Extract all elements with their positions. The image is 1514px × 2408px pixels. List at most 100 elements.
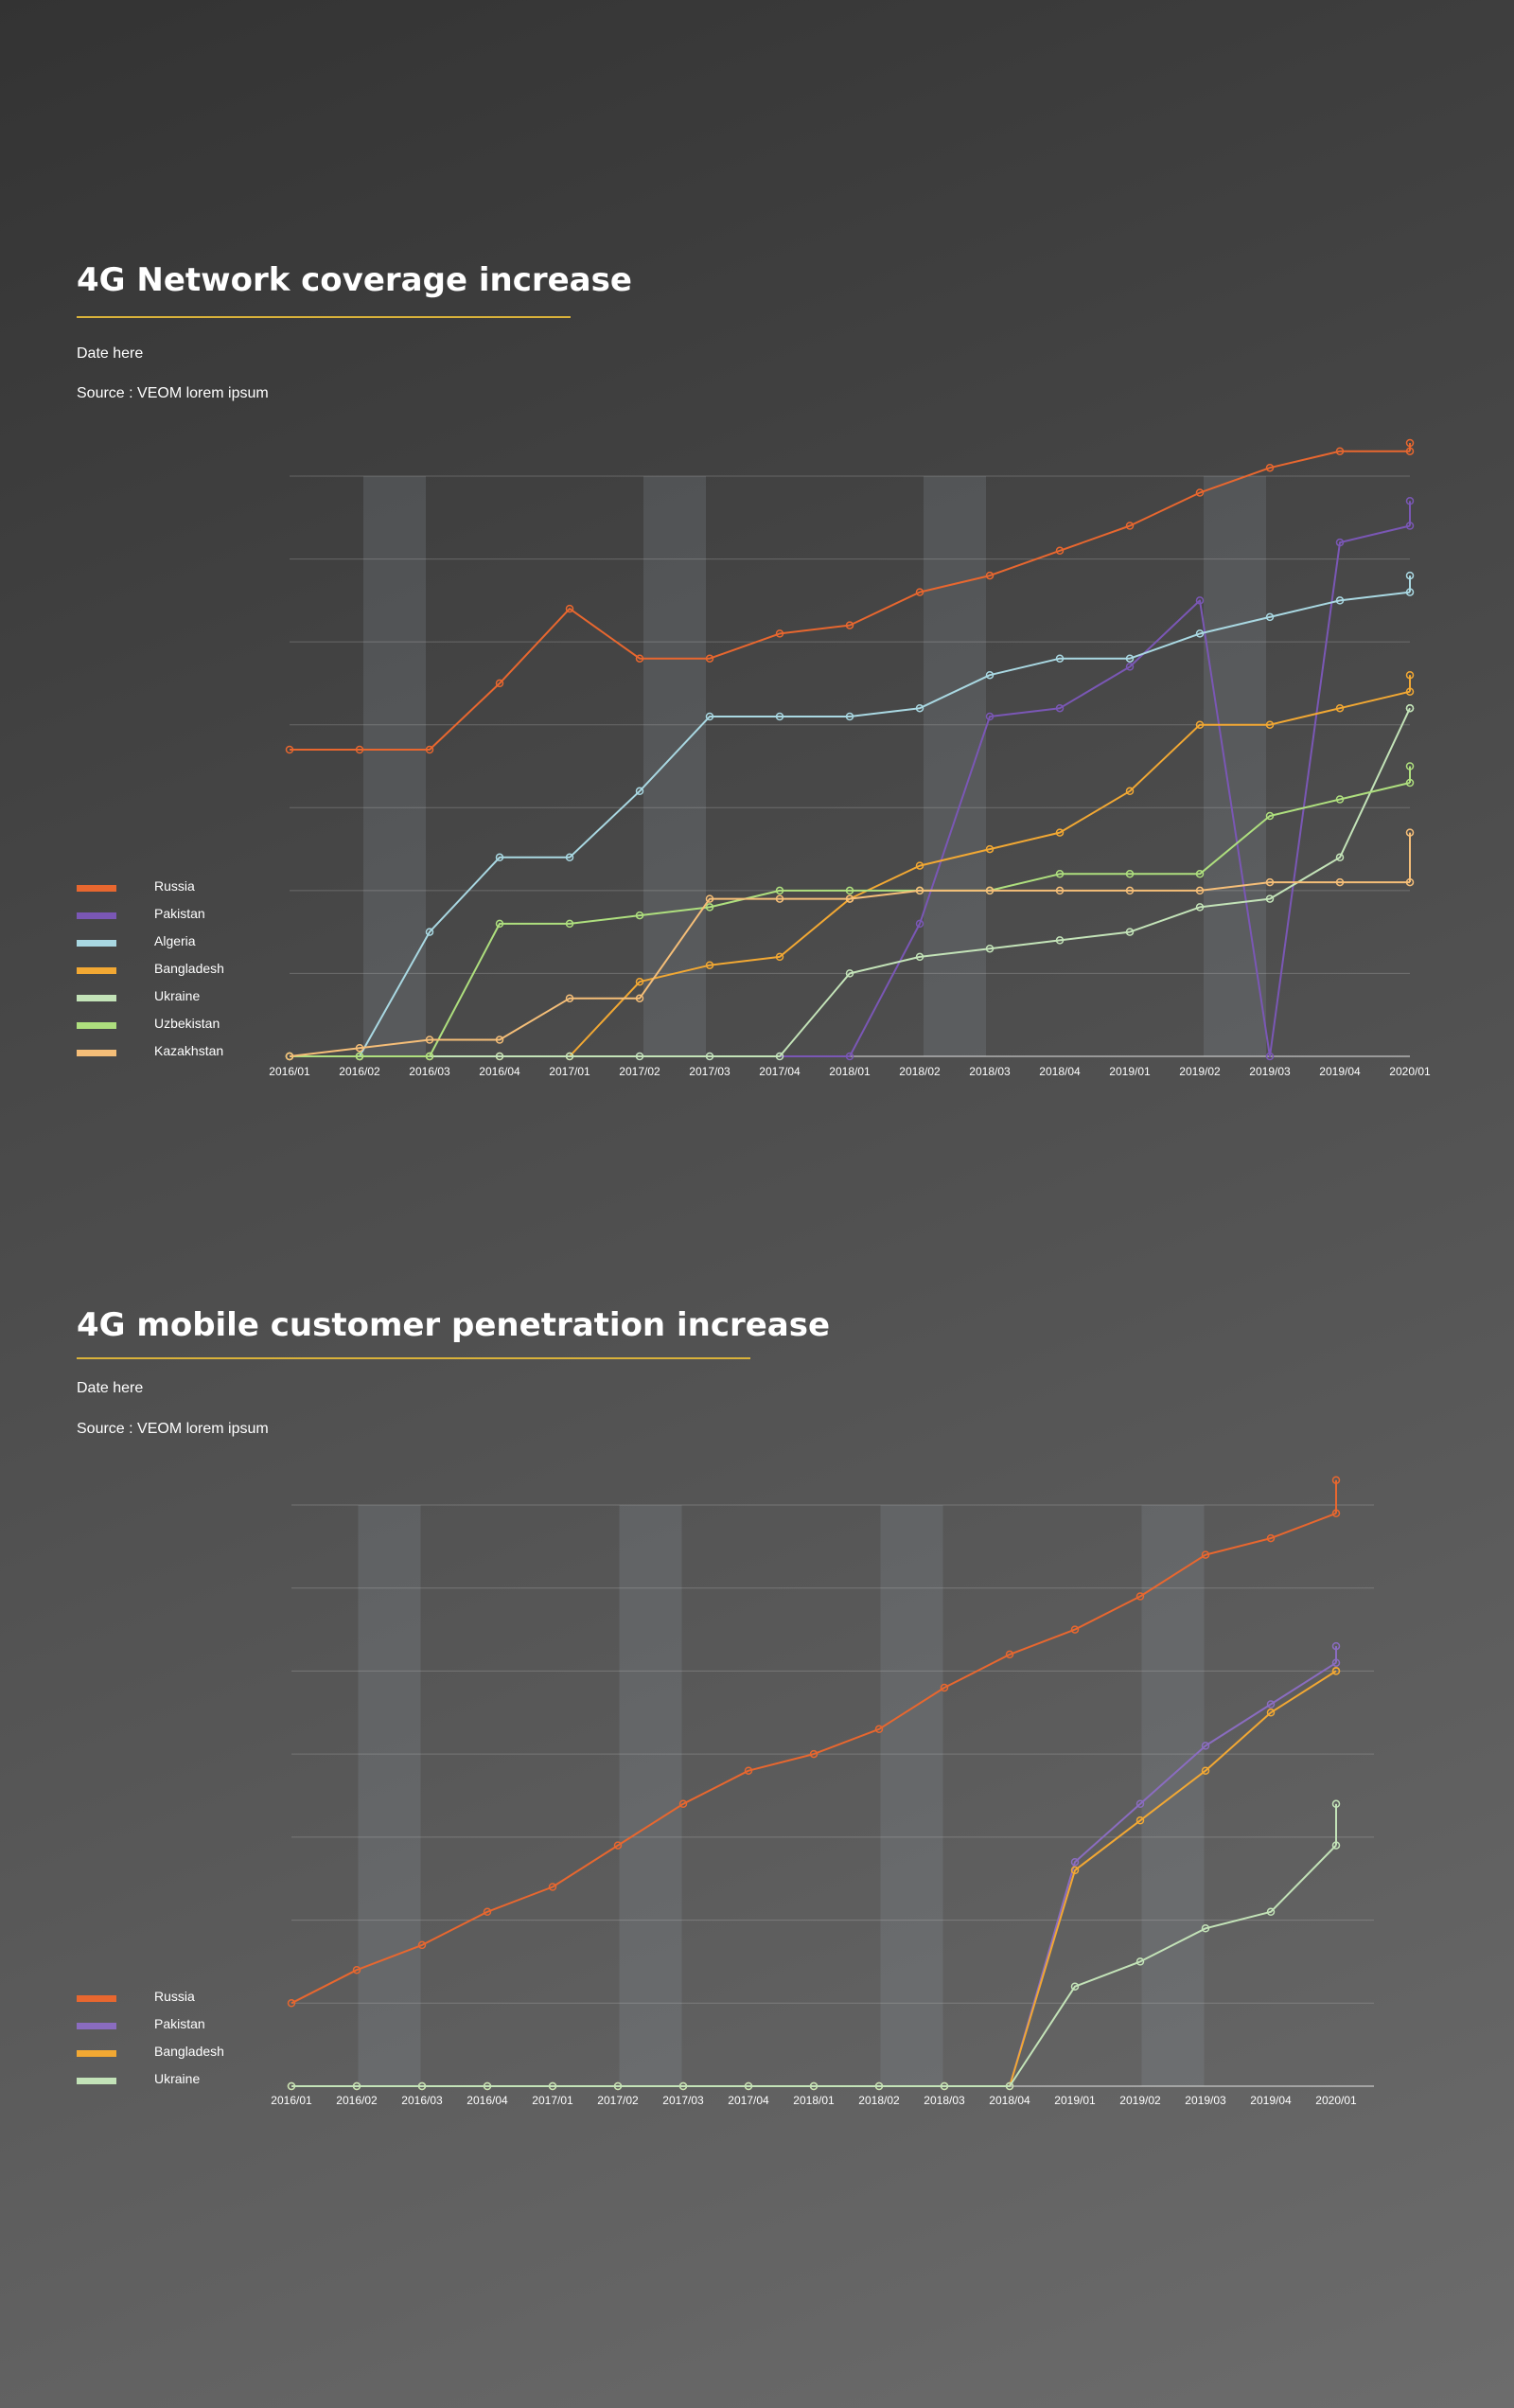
data-point [940,1683,949,1692]
legend-label: Pakistan [154,2016,205,2031]
data-point [1201,1924,1210,1933]
data-point [1055,546,1065,556]
legend-swatch [77,995,116,1001]
data-point [635,977,644,986]
end-marker-point [1405,670,1415,680]
data-point [678,2081,688,2091]
legend-item-pakistan: Pakistan [77,906,266,925]
data-point [425,1052,434,1061]
x-tick-label: 2019/03 [1249,1065,1291,1078]
data-point [1125,870,1135,878]
data-point [425,745,434,754]
data-point [495,853,504,862]
data-point [565,853,574,862]
data-point [1201,1766,1210,1775]
data-point [287,2081,296,2091]
title-underline [77,1357,750,1359]
legend-label: Uzbekistan [154,1016,220,1031]
data-point [775,952,784,962]
data-point [1136,1592,1145,1601]
end-marker-point [1405,703,1415,713]
legend-swatch [77,1050,116,1056]
data-point [355,1043,364,1053]
source-label: Source : VEOM lorem ipsum [77,385,269,401]
x-tick-label: 2016/02 [336,2094,378,2107]
data-point [744,1766,753,1775]
data-point [1055,828,1065,837]
data-point [635,787,644,796]
data-point [1070,1857,1080,1867]
data-point [1195,488,1205,497]
x-tick-label: 2017/01 [549,1065,590,1078]
data-point [1201,1742,1210,1750]
end-marker-point [1331,1476,1341,1484]
data-point [1125,654,1135,663]
data-point [1070,1866,1080,1875]
series-line-algeria [290,591,1411,1057]
data-point [635,994,644,1002]
shaded-band [358,1505,421,2086]
x-tick-label: 2019/04 [1250,2094,1292,2107]
data-point [285,745,294,754]
data-point [483,2081,492,2091]
data-point [1055,654,1065,663]
legend-item-ukraine: Ukraine [77,2071,266,2090]
legend-label: Kazakhstan [154,1043,224,1058]
end-marker-point [1405,497,1415,505]
data-point [635,654,644,663]
data-point [775,894,784,903]
data-point [775,1052,784,1061]
data-point [565,919,574,929]
data-point [1265,720,1275,729]
data-point [809,1749,819,1759]
data-point [1136,1799,1145,1809]
data-point [495,1036,504,1044]
x-tick-label: 2016/01 [269,1065,310,1078]
x-tick-label: 2017/04 [759,1065,801,1078]
series-line-uzbekistan [290,782,1411,1057]
x-tick-label: 2019/02 [1179,1065,1221,1078]
end-marker-point [1331,1641,1341,1651]
x-tick-label: 2017/02 [619,1065,660,1078]
chart-title: 4G mobile customer penetration increase [77,1306,831,1344]
data-point [915,588,924,596]
data-point [1055,886,1065,895]
x-tick-label: 2020/01 [1315,2094,1357,2107]
data-point [915,952,924,962]
data-point [915,861,924,870]
x-tick-label: 2017/04 [728,2094,769,2107]
series-line-kazakhstan [289,881,1410,1057]
data-point [845,969,854,978]
data-point [985,670,995,680]
data-point [1335,853,1345,862]
data-point [775,886,784,895]
x-tick-label: 2019/04 [1319,1065,1361,1078]
series-line-ukraine [290,707,1411,1057]
chart-1-plot: 2016/01 2016/02 2016/03 2016/04 2017/01 2017/… [269,438,1431,1078]
shaded-band [643,476,706,1056]
data-point [940,2081,949,2091]
x-tick-label: 2018/01 [793,2094,835,2107]
legend-item-kazakhstan: Kazakhstan [77,1043,266,1062]
data-point [985,571,995,580]
data-point [565,994,574,1002]
legend-label: Bangladesh [154,961,224,976]
data-point [613,2081,623,2091]
data-point [705,1052,714,1061]
x-tick-label: 2018/03 [924,2094,965,2107]
series-line-russia [290,1512,1337,2005]
legend-item-russia: Russia [77,878,266,897]
end-marker-point [1405,762,1415,770]
data-point [565,1052,574,1061]
legend-label: Ukraine [154,2071,201,2086]
end-marker-point [1405,828,1415,837]
data-point [495,919,504,929]
data-point [352,2081,361,2091]
data-point [355,745,364,754]
legend-swatch [77,2078,116,2084]
legend-item-uzbekistan: Uzbekistan [77,1016,266,1035]
data-point [352,1965,361,1974]
date-label: Date here [77,345,144,362]
x-tick-label: 2018/01 [829,1065,871,1078]
